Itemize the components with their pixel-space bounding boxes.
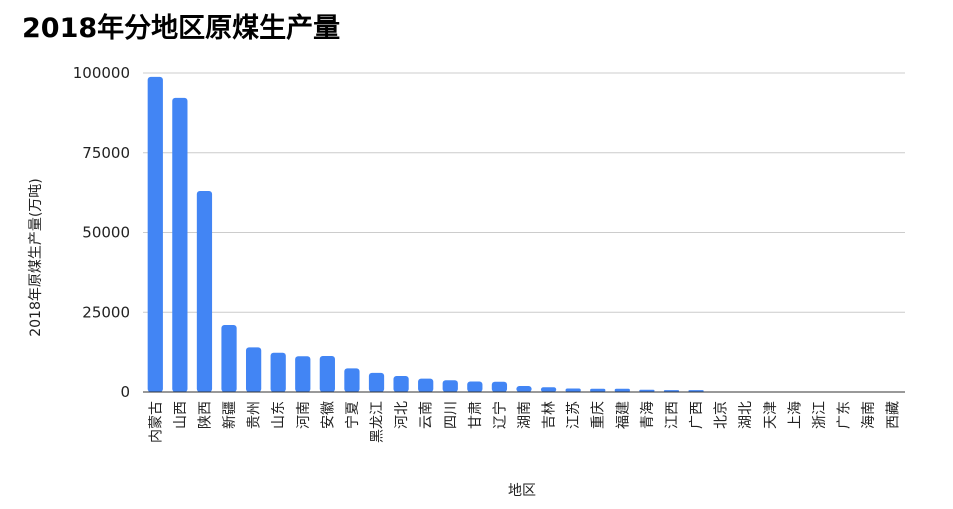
bar-陕西 <box>196 191 213 392</box>
x-category-label: 山西 <box>173 401 189 429</box>
bar-河南 <box>295 356 311 392</box>
x-category-label: 吉林 <box>542 401 558 429</box>
x-category-label: 天津 <box>763 401 779 429</box>
gridlines <box>143 72 905 393</box>
bar-新疆 <box>221 325 237 392</box>
bar-四川 <box>442 380 458 392</box>
y-tick-label: 100000 <box>73 64 130 82</box>
x-category-label: 江苏 <box>566 401 582 429</box>
bar-辽宁 <box>491 381 508 392</box>
x-category-label: 辽宁 <box>491 401 508 429</box>
x-category-label: 海南 <box>861 401 877 429</box>
x-category-label: 湖南 <box>517 401 533 429</box>
x-category-labels: 内蒙古 山西 陕西 新疆 贵州 山东 河南 安徽 宁夏 黑龙江 河北 云南 四川 甘肃 辽宁 湖南 吉林 江苏 重庆… <box>148 401 901 443</box>
x-category-label: 云南 <box>419 401 435 429</box>
y-tick-label: 75000 <box>82 144 130 162</box>
x-category-label: 广东 <box>837 401 853 429</box>
x-category-label: 广西 <box>689 401 705 429</box>
x-category-label: 上海 <box>787 401 803 429</box>
chart-title: 2018年分地区原煤生产量 <box>22 13 341 44</box>
x-category-label: 青海 <box>640 401 656 429</box>
x-category-label: 甘肃 <box>468 401 484 429</box>
y-tick-label: 50000 <box>82 224 130 242</box>
x-category-label: 安徽 <box>320 401 336 429</box>
x-category-label: 四川 <box>443 401 459 429</box>
x-category-label: 贵州 <box>247 401 263 429</box>
bar-安徽 <box>319 355 335 392</box>
x-category-label: 北京 <box>714 401 730 429</box>
x-category-label: 黑龙江 <box>370 401 386 443</box>
bar-重庆 <box>590 388 606 392</box>
x-category-label: 山东 <box>271 401 287 429</box>
y-tick-label: 25000 <box>82 303 130 321</box>
x-category-label: 湖北 <box>738 401 754 429</box>
bar-内蒙古 <box>147 76 163 392</box>
bars <box>147 76 704 392</box>
y-tick-label: 0 <box>120 383 130 401</box>
x-category-label: 浙江 <box>812 401 828 429</box>
x-category-label: 内蒙古 <box>148 401 164 443</box>
y-tick-labels: 0 25000 50000 75000 100000 <box>73 64 130 401</box>
x-axis-title: 地区 <box>508 483 536 499</box>
bar-湖南 <box>516 385 532 392</box>
bar-青海 <box>639 389 655 392</box>
x-category-label: 江西 <box>664 401 680 429</box>
x-category-label: 陕西 <box>197 401 213 429</box>
bar-贵州 <box>245 347 262 392</box>
x-category-label: 河南 <box>296 401 312 429</box>
bar-江苏 <box>565 388 581 392</box>
x-category-label: 新疆 <box>222 401 238 429</box>
bar-山东 <box>270 352 286 392</box>
bar-福建 <box>614 388 630 392</box>
bar-宁夏 <box>344 368 360 392</box>
x-category-label: 宁夏 <box>344 401 361 429</box>
bar-黑龙江 <box>368 372 385 392</box>
bar-山西 <box>172 97 188 392</box>
x-category-label: 西藏 <box>886 401 902 429</box>
bar-吉林 <box>540 387 557 392</box>
y-axis-title: 2018年原煤生产量(万吨) <box>28 178 44 337</box>
x-category-label: 河北 <box>394 401 410 429</box>
bar-河北 <box>393 376 409 392</box>
x-category-label: 福建 <box>615 401 631 429</box>
bar-云南 <box>418 378 434 392</box>
bar-甘肃 <box>467 381 483 392</box>
x-category-label: 重庆 <box>591 401 607 429</box>
